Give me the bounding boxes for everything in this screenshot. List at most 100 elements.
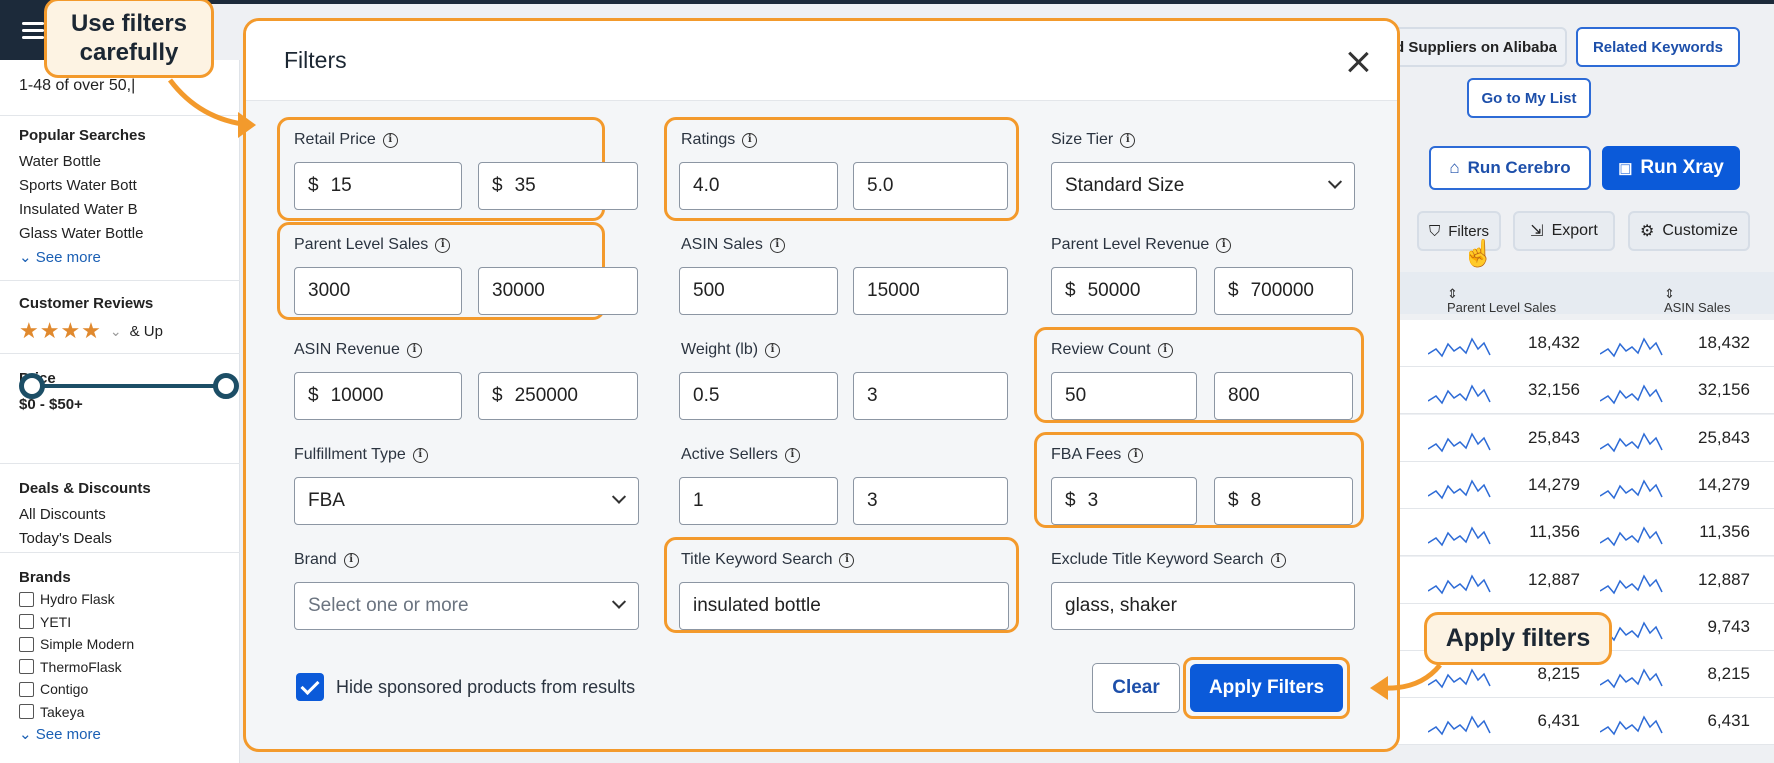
table-row[interactable]: 32,156 32,156 xyxy=(1390,367,1774,415)
brand-checkbox[interactable]: Takeya xyxy=(19,701,239,724)
info-icon[interactable]: i xyxy=(343,552,359,568)
clear-button[interactable]: Clear xyxy=(1092,663,1180,713)
exclude-title-keyword-input[interactable]: glass, shaker xyxy=(1051,582,1355,630)
column-header-parent-sales[interactable]: Parent Level Sales ⇕ xyxy=(1447,286,1557,315)
popular-search-item[interactable]: Insulated Water B xyxy=(19,201,138,218)
fba-fees-max-input[interactable]: $8 xyxy=(1214,477,1353,525)
info-icon[interactable]: i xyxy=(839,552,855,568)
parent-revenue-max-input[interactable]: $700000 xyxy=(1214,267,1353,315)
brand-select[interactable]: Select one or more xyxy=(294,582,639,630)
hide-sponsored-option[interactable]: Hide sponsored products from results xyxy=(296,673,635,701)
retail-price-min-input[interactable]: $15 xyxy=(294,162,462,210)
asin-sales-max-input[interactable]: 15000 xyxy=(853,267,1008,315)
gear-icon: ⚙ xyxy=(1640,223,1655,240)
table-row[interactable]: 11,356 11,356 xyxy=(1390,509,1774,557)
slider-max-handle[interactable] xyxy=(213,373,239,399)
asin-revenue-max-input[interactable]: $250000 xyxy=(478,372,638,420)
ratings-max-input[interactable]: 5.0 xyxy=(853,162,1008,210)
review-count-max-input[interactable]: 800 xyxy=(1214,372,1353,420)
apply-filters-button[interactable]: Apply Filters xyxy=(1190,664,1343,712)
checkbox[interactable] xyxy=(19,704,34,720)
chevron-down-icon: ⌄ xyxy=(109,322,122,339)
sparkline-icon xyxy=(1428,573,1491,594)
table-row[interactable]: 18,432 18,432 xyxy=(1390,320,1774,367)
deal-item[interactable]: Today's Deals xyxy=(19,530,112,547)
popular-search-item[interactable]: Water Bottle xyxy=(19,153,101,170)
star-rating-filter[interactable]: ★★★★ ⌄ & Up xyxy=(19,318,239,344)
results-count: 1-48 of over 50,| xyxy=(19,77,136,94)
filter-label: Review Count i xyxy=(1051,341,1173,359)
brand-checkbox[interactable]: ThermoFlask xyxy=(19,656,239,679)
weight-max-input[interactable]: 3 xyxy=(853,372,1008,420)
run-xray-button[interactable]: ▣ Run Xray xyxy=(1602,146,1740,190)
fulfillment-type-select[interactable]: FBA xyxy=(294,477,639,525)
info-icon[interactable]: i xyxy=(769,237,785,253)
parent-revenue-min-input[interactable]: $50000 xyxy=(1051,267,1197,315)
go-to-my-list-button[interactable]: Go to My List xyxy=(1467,78,1591,118)
input-value: 5.0 xyxy=(867,175,894,196)
parent-sales-min-input[interactable]: 3000 xyxy=(294,267,462,315)
filter-label: Size Tier i xyxy=(1051,131,1136,149)
info-icon[interactable]: i xyxy=(742,132,758,148)
table-row[interactable]: 25,843 25,843 xyxy=(1390,414,1774,462)
review-count-min-input[interactable]: 50 xyxy=(1051,372,1197,420)
asin-sales-min-input[interactable]: 500 xyxy=(679,267,838,315)
select-placeholder: Select one or more xyxy=(308,595,469,616)
info-icon[interactable]: i xyxy=(1120,132,1136,148)
info-icon[interactable]: i xyxy=(382,132,398,148)
sparkline-icon xyxy=(1600,337,1663,358)
label-text: Active Sellers xyxy=(681,446,778,463)
input-value: 500 xyxy=(693,280,725,301)
retail-price-max-input[interactable]: $35 xyxy=(478,162,638,210)
export-button[interactable]: ⇲ Export xyxy=(1513,211,1615,251)
checkbox[interactable] xyxy=(19,681,34,697)
slider-min-handle[interactable] xyxy=(19,373,45,399)
info-icon[interactable]: i xyxy=(1157,342,1173,358)
table-row[interactable]: 12,887 12,887 xyxy=(1390,556,1774,604)
brand-checkbox[interactable]: Simple Modern xyxy=(19,633,239,656)
info-icon[interactable]: i xyxy=(1270,552,1286,568)
brand-checkbox[interactable]: YETI xyxy=(19,611,239,634)
info-icon[interactable]: i xyxy=(765,342,781,358)
brand-checkbox[interactable]: Contigo xyxy=(19,678,239,701)
close-icon[interactable] xyxy=(1345,49,1371,75)
checkbox[interactable] xyxy=(19,636,34,652)
see-more-link[interactable]: ⌄ See more xyxy=(19,726,101,743)
size-tier-select[interactable]: Standard Size xyxy=(1051,162,1355,210)
button-label: Customize xyxy=(1662,222,1738,239)
info-icon[interactable]: i xyxy=(406,342,422,358)
popular-search-item[interactable]: Sports Water Bott xyxy=(19,177,137,194)
popular-search-item[interactable]: Glass Water Bottle xyxy=(19,225,144,242)
title-keyword-input[interactable]: insulated bottle xyxy=(679,582,1009,630)
checkbox[interactable] xyxy=(19,659,34,675)
brand-checkbox[interactable]: Hydro Flask xyxy=(19,588,239,611)
deal-item[interactable]: All Discounts xyxy=(19,506,106,523)
info-icon[interactable]: i xyxy=(784,447,800,463)
info-icon[interactable]: i xyxy=(1128,447,1144,463)
checkbox-checked[interactable] xyxy=(296,673,324,701)
filter-brand: Brand i Select one or more xyxy=(280,540,639,638)
weight-min-input[interactable]: 0.5 xyxy=(679,372,838,420)
filters-button[interactable]: ⛉ Filters xyxy=(1417,211,1501,251)
table-row[interactable]: 14,279 14,279 xyxy=(1390,461,1774,509)
column-header-asin-sales[interactable]: ASIN Sales ⇕ xyxy=(1664,286,1731,315)
see-more-link[interactable]: ⌄ See more xyxy=(19,249,101,266)
price-slider[interactable] xyxy=(19,373,239,399)
info-icon[interactable]: i xyxy=(435,237,451,253)
active-sellers-max-input[interactable]: 3 xyxy=(853,477,1008,525)
related-keywords-button[interactable]: Related Keywords xyxy=(1576,27,1740,67)
info-icon[interactable]: i xyxy=(1216,237,1232,253)
checkbox[interactable] xyxy=(19,591,34,607)
run-cerebro-button[interactable]: ⌂ Run Cerebro xyxy=(1429,146,1591,190)
asin-revenue-min-input[interactable]: $10000 xyxy=(294,372,462,420)
ratings-min-input[interactable]: 4.0 xyxy=(679,162,838,210)
info-icon[interactable]: i xyxy=(412,447,428,463)
checkbox[interactable] xyxy=(19,614,34,630)
fba-fees-min-input[interactable]: $3 xyxy=(1051,477,1197,525)
input-value: 4.0 xyxy=(693,175,720,196)
table-row[interactable]: 6,431 6,431 xyxy=(1390,698,1774,746)
parent-sales-max-input[interactable]: 30000 xyxy=(478,267,638,315)
customize-button[interactable]: ⚙ Customize xyxy=(1628,211,1750,251)
active-sellers-min-input[interactable]: 1 xyxy=(679,477,838,525)
find-suppliers-button[interactable]: d Suppliers on Alibaba xyxy=(1385,27,1567,67)
